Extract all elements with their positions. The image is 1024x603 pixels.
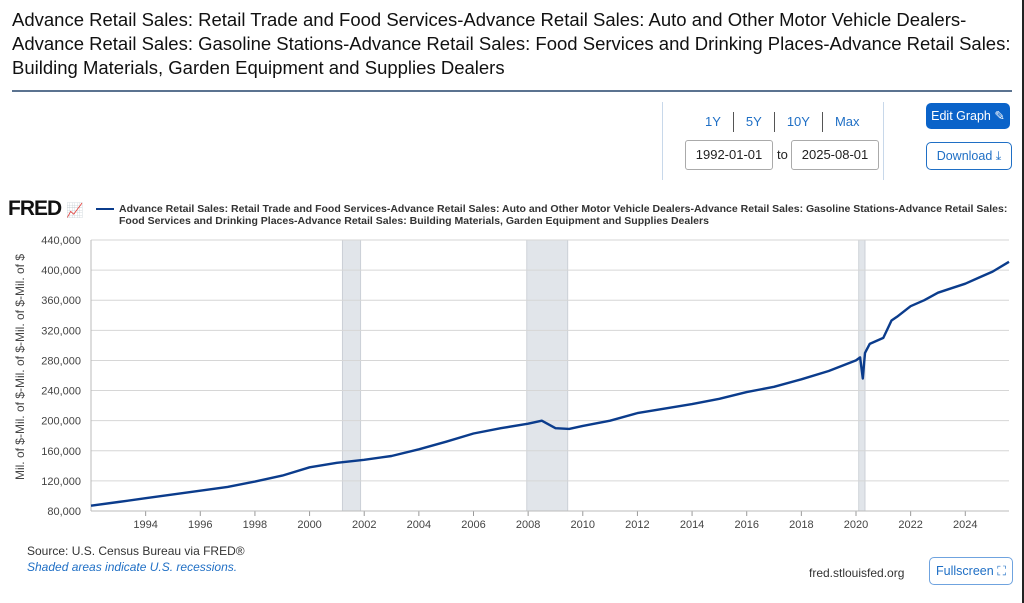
x-tick-label: 2002 bbox=[352, 519, 376, 531]
x-tick-label: 2008 bbox=[516, 519, 540, 531]
x-tick-label: 2020 bbox=[844, 519, 868, 531]
to-label: to bbox=[777, 147, 788, 162]
x-tick-label: 2016 bbox=[734, 519, 758, 531]
x-tick-label: 2022 bbox=[898, 519, 922, 531]
x-tick-label: 2010 bbox=[571, 519, 595, 531]
x-tick-label: 2006 bbox=[461, 519, 485, 531]
download-icon: ⤓ bbox=[995, 149, 1002, 163]
legend-label: Advance Retail Sales: Retail Trade and F… bbox=[119, 203, 1008, 227]
x-tick-label: 2024 bbox=[953, 519, 977, 531]
legend: Advance Retail Sales: Retail Trade and F… bbox=[96, 203, 1016, 227]
divider bbox=[12, 90, 1012, 92]
range-5y-button[interactable]: 5Y bbox=[734, 112, 775, 132]
x-tick-label: 1994 bbox=[133, 519, 157, 531]
y-tick-label: 200,000 bbox=[41, 416, 81, 428]
y-tick-label: 440,000 bbox=[41, 235, 81, 247]
y-tick-label: 80,000 bbox=[47, 506, 81, 518]
y-tick-label: 400,000 bbox=[41, 265, 81, 277]
download-label: Download bbox=[936, 149, 993, 163]
series-line bbox=[90, 260, 1010, 507]
page-title: Advance Retail Sales: Retail Trade and F… bbox=[12, 9, 1011, 78]
window-edge bbox=[1022, 0, 1024, 603]
x-tick-label: 2012 bbox=[625, 519, 649, 531]
chart: 80,000 120,000 160,000 200,000 240,000 280,00… bbox=[41, 235, 1010, 531]
y-tick-label: 280,000 bbox=[41, 355, 81, 367]
edit-graph-label: Edit Graph bbox=[931, 109, 991, 123]
range-max-button[interactable]: Max bbox=[834, 114, 860, 129]
recession-band bbox=[341, 239, 362, 512]
x-tick-label: 2018 bbox=[789, 519, 813, 531]
date-range-controls: 1Y 5Y 10Y Max 1992-01-01 to 2025-08-01 bbox=[662, 102, 884, 180]
y-tick-label: 120,000 bbox=[41, 476, 81, 488]
x-tick-label: 2014 bbox=[680, 519, 704, 531]
legend-swatch bbox=[96, 208, 114, 211]
y-tick-label: 160,000 bbox=[41, 446, 81, 458]
x-tick-label: 1998 bbox=[243, 519, 267, 531]
end-date-input[interactable]: 2025-08-01 bbox=[791, 140, 879, 170]
fullscreen-icon: ⛶ bbox=[997, 564, 1006, 578]
fred-logo: FRED 📈 bbox=[8, 197, 83, 221]
recession-band bbox=[526, 239, 569, 512]
start-date-input[interactable]: 1992-01-01 bbox=[685, 140, 773, 170]
fullscreen-button[interactable]: Fullscreen ⛶ bbox=[929, 557, 1013, 585]
edit-icon: ✎ bbox=[994, 109, 1005, 123]
x-tick-label: 2004 bbox=[407, 519, 431, 531]
source-text: Source: U.S. Census Bureau via FRED® bbox=[27, 544, 245, 558]
download-button[interactable]: Download ⤓ bbox=[926, 142, 1012, 170]
fullscreen-label: Fullscreen bbox=[936, 564, 994, 578]
fred-logo-text: FRED bbox=[8, 197, 62, 220]
y-tick-label: 320,000 bbox=[41, 325, 81, 337]
range-1y-button[interactable]: 1Y bbox=[693, 112, 734, 132]
y-tick-label: 240,000 bbox=[41, 386, 81, 398]
site-url: fred.stlouisfed.org bbox=[809, 566, 905, 580]
x-tick-label: 2000 bbox=[297, 519, 321, 531]
x-tick-label: 1996 bbox=[188, 519, 212, 531]
y-tick-label: 360,000 bbox=[41, 295, 81, 307]
range-10y-button[interactable]: 10Y bbox=[775, 112, 823, 132]
chart-trend-icon: 📈 bbox=[66, 202, 83, 218]
recession-note: Shaded areas indicate U.S. recessions. bbox=[27, 560, 238, 574]
edit-graph-button[interactable]: Edit Graph ✎ bbox=[926, 103, 1010, 129]
